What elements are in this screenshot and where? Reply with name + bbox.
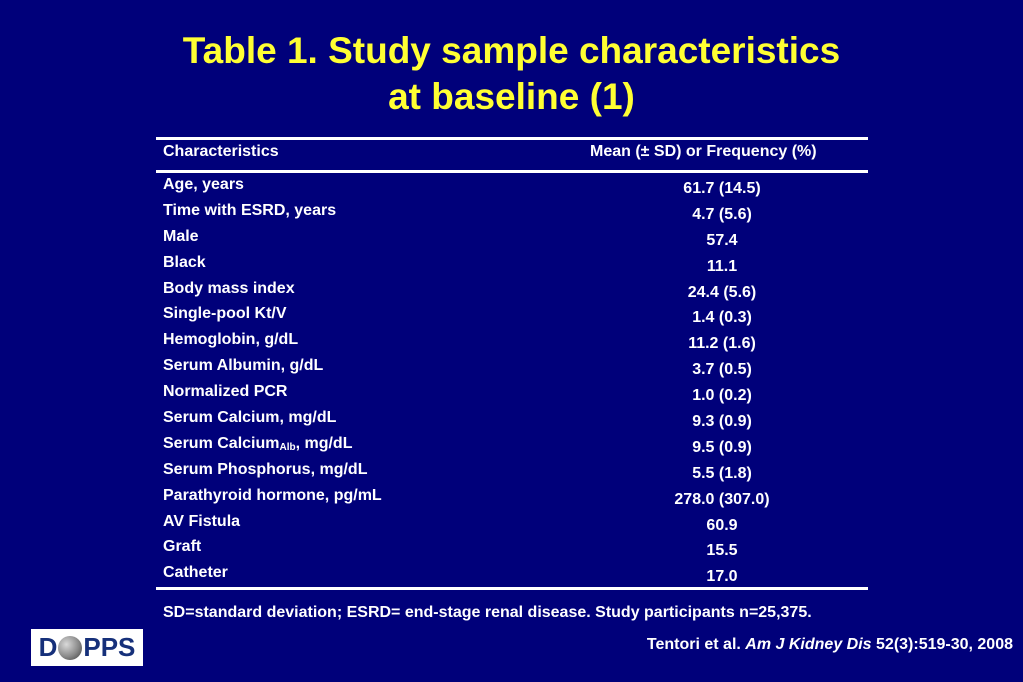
logo-text-end: PPS [83,632,136,662]
row-label: Serum Phosphorus, mg/dL [163,460,368,478]
row-label: Graft [163,538,202,556]
citation: Tentori et al. Am J Kidney Dis 52(3):519… [647,635,1013,655]
row-value: 5.5 (1.8) [692,464,752,482]
row-value: 9.3 (0.9) [692,413,752,431]
row-label-subscript: Alb [279,441,296,453]
table-row: AV Fistula 60.9 [0,512,1023,538]
table-row: Time with ESRD, years 4.7 (5.6) [0,201,1023,227]
table-row: Age, years 61.7 (14.5) [0,175,1023,201]
row-label: Age, years [163,176,244,193]
row-label-suffix: , mg/dL [295,434,353,452]
table-row: Graft 15.5 [0,537,1023,563]
table-row: Parathyroid hormone, pg/mL 278.0 (307.0) [0,486,1023,512]
table-top-rule [156,137,868,140]
table-row: Serum Albumin, g/dL 3.7 (0.5) [0,356,1023,382]
table-row: Normalized PCR 1.0 (0.2) [0,382,1023,408]
table-row: Black 11.1 [0,253,1023,279]
row-value: 9.5 (0.9) [692,438,752,456]
row-value: 1.0 (0.2) [692,387,752,405]
row-label: Parathyroid hormone, pg/mL [163,486,382,504]
row-value: 15.5 [706,542,738,560]
row-value: 57.4 [706,231,738,249]
row-label: Normalized PCR [163,383,288,401]
citation-reference: 52(3):519-30, 2008 [876,636,1013,653]
row-label: Hemoglobin, g/dL [163,331,299,349]
table-row: Serum CalciumAlb, mg/dL 9.5 (0.9) [0,434,1023,460]
table-row: Single-pool Kt/V 1.4 (0.3) [0,304,1023,330]
row-label: AV Fistula [163,512,241,530]
globe-icon [58,635,83,660]
citation-authors: Tentori et al. [646,636,741,653]
table-body: Age, years 61.7 (14.5) Time with ESRD, y… [0,175,1023,589]
table-row: Body mass index 24.4 (5.6) [0,279,1023,305]
slide-title-line-2: at baseline (1) [388,76,635,117]
table-row: Serum Phosphorus, mg/dL 5.5 (1.8) [0,460,1023,486]
logo-text-start: D [38,632,58,662]
row-label: Body mass index [163,279,295,297]
row-value: 278.0 (307.0) [674,490,770,508]
row-value: 1.4 (0.3) [692,309,752,327]
table-row: Catheter 17.0 [0,563,1023,589]
row-label: Male [163,227,199,245]
slide-title-line-1: Table 1. Study sample characteristics [182,30,841,71]
row-value: 61.7 (14.5) [683,180,761,197]
table-row: Male 57.4 [0,227,1023,253]
row-label: Black [163,253,206,271]
slide-title: Table 1. Study sample characteristics at… [0,28,1023,120]
row-label: Serum Calcium, mg/dL [163,409,337,427]
row-label: Serum Albumin, g/dL [163,357,324,375]
row-label: Time with ESRD, years [163,201,337,219]
table-header-rule [156,170,868,173]
row-value: 11.1 [706,257,738,275]
table-row: Serum Calcium, mg/dL 9.3 (0.9) [0,408,1023,434]
row-value: 3.7 (0.5) [692,361,752,379]
citation-journal: Am J Kidney Dis [745,636,872,653]
column-header-characteristics: Characteristics [163,143,279,160]
row-label: Catheter [163,564,228,582]
row-value: 17.0 [706,568,738,586]
table-bottom-rule [156,587,868,590]
row-value: 60.9 [706,516,738,534]
row-label-main: Serum Calcium [163,434,280,452]
table-row: Hemoglobin, g/dL 11.2 (1.6) [0,330,1023,356]
column-header-mean-sd: Mean (± SD) or Frequency (%) [590,143,817,160]
row-value: 11.2 (1.6) [688,335,756,353]
table-footnote: SD=standard deviation; ESRD= end-stage r… [163,604,812,621]
row-value: 4.7 (5.6) [692,205,752,223]
row-value: 24.4 (5.6) [687,283,757,301]
row-label: Serum CalciumAlb, mg/dL [163,434,352,454]
row-label: Single-pool Kt/V [163,305,287,323]
dopps-logo: D PPS [31,629,143,666]
